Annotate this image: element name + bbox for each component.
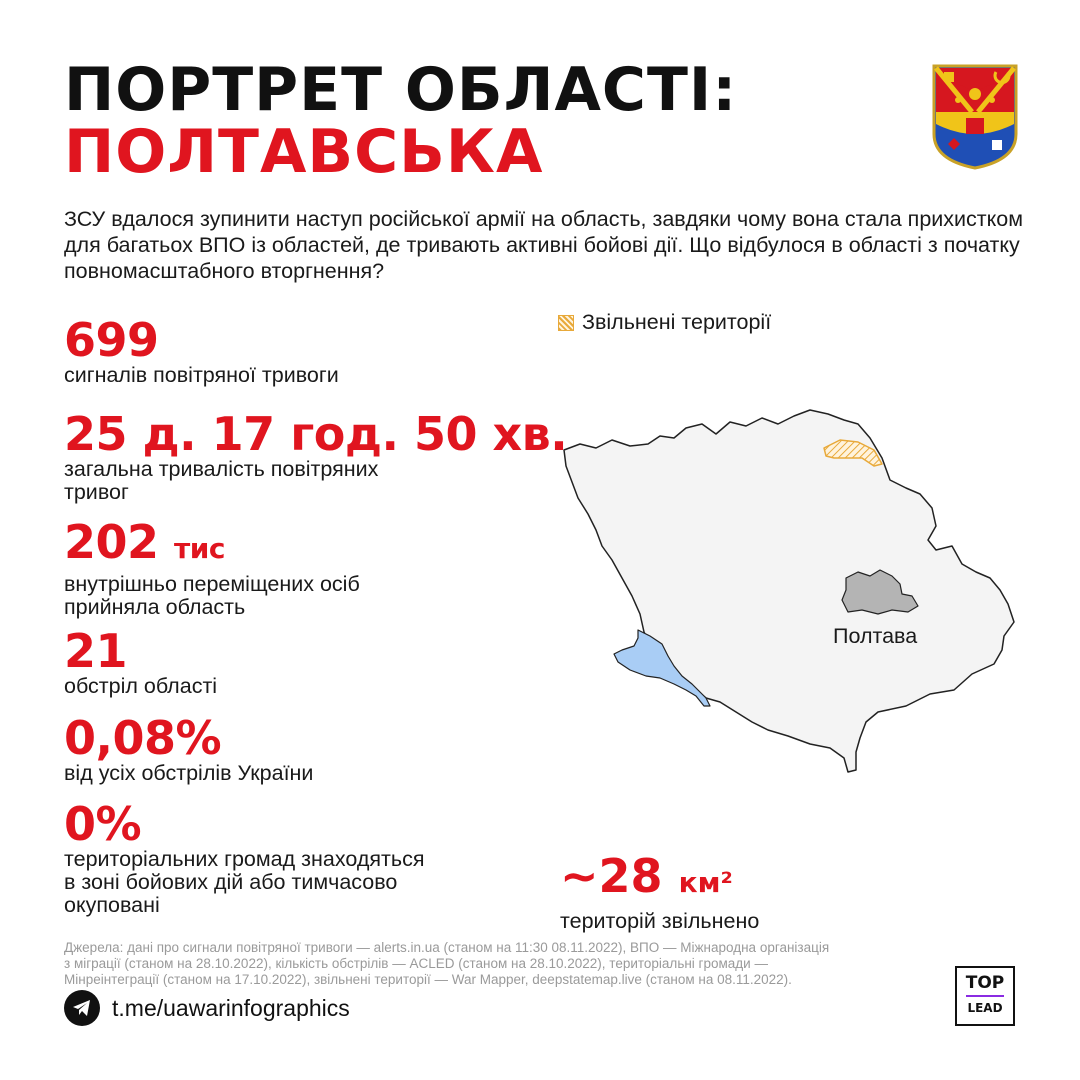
logo-top-text: TOP — [965, 973, 1005, 993]
stat-idp: 202 тис внутрішньо переміщених осіб прий… — [64, 518, 360, 619]
legend-label: Звільнені території — [582, 310, 772, 334]
stat-label: територіальних громад знаходяться — [64, 847, 425, 871]
stat-alert-duration: 25 д. 17 год. 50 хв. загальна тривалість… — [64, 407, 568, 504]
logo-bottom-text: LEAD — [967, 1001, 1003, 1015]
liberated-territory-shape — [823, 439, 883, 467]
sources-line: Мінреінтеграції (станом на 17.10.2022), … — [64, 972, 792, 987]
telegram-link[interactable]: t.me/uawarinfographics — [64, 990, 350, 1026]
telegram-icon — [64, 990, 100, 1026]
sources-line: Джерела: дані про сигнали повітряної три… — [64, 940, 830, 955]
stat-label: загальна тривалість повітряних — [64, 457, 379, 481]
stat-value: 21 — [64, 624, 128, 678]
stat-communities: 0% територіальних громад знаходяться в з… — [64, 800, 424, 917]
sources-text: Джерела: дані про сигнали повітряної три… — [64, 940, 944, 988]
stat-label: від усіх обстрілів України — [64, 761, 314, 785]
telegram-link-text[interactable]: t.me/uawarinfographics — [112, 994, 350, 1021]
page-title: ПОРТРЕТ ОБЛАСТІ: — [64, 55, 738, 125]
stat-value: ~28 км² — [560, 849, 733, 903]
stat-value: 202 тис — [64, 515, 225, 569]
poltava-city-shape — [841, 569, 919, 615]
stat-label: тривог — [64, 480, 129, 504]
stat-value: 0,08% — [64, 711, 222, 765]
stat-label: територій звільнено — [560, 909, 760, 933]
stat-unit: тис — [174, 532, 225, 565]
region-map — [563, 409, 1015, 773]
stat-unit: км² — [678, 866, 733, 899]
stat-air-alerts: 699 сигналів повітряної тривоги — [64, 316, 339, 387]
stat-value: 699 — [64, 313, 159, 367]
region-title: ПОЛТАВСЬКА — [64, 117, 544, 187]
stat-label: внутрішньо переміщених осіб — [64, 572, 360, 596]
stat-label: прийняла область — [64, 595, 246, 619]
poltava-oblast-shape — [563, 409, 1015, 773]
stat-label: в зоні бойових дій або тимчасово — [64, 870, 398, 894]
intro-text: ЗСУ вдалося зупинити наступ російської а… — [64, 207, 1024, 283]
stat-value: 0% — [64, 797, 142, 851]
city-label: Полтава — [833, 624, 918, 648]
map-legend: Звільнені території — [558, 310, 771, 335]
stat-shelling-share: 0,08% від усіх обстрілів України — [64, 714, 313, 785]
stat-liberated: ~28 км² територій звільнено — [560, 852, 759, 934]
poltava-coat-of-arms-icon — [932, 64, 1018, 170]
kremenchuk-reservoir — [613, 629, 711, 707]
sources-line: з міграції (станом на 28.10.2022), кільк… — [64, 956, 768, 971]
toplead-logo: TOP LEAD — [955, 966, 1015, 1026]
stat-label: сигналів повітряної тривоги — [64, 363, 339, 387]
stat-label: обстріл області — [64, 674, 218, 698]
logo-divider — [966, 995, 1004, 997]
stat-shelling: 21 обстріл області — [64, 627, 217, 698]
stat-label: окуповані — [64, 893, 160, 917]
stat-value: 25 д. 17 год. 50 хв. — [64, 407, 568, 461]
liberated-swatch-icon — [558, 314, 574, 331]
